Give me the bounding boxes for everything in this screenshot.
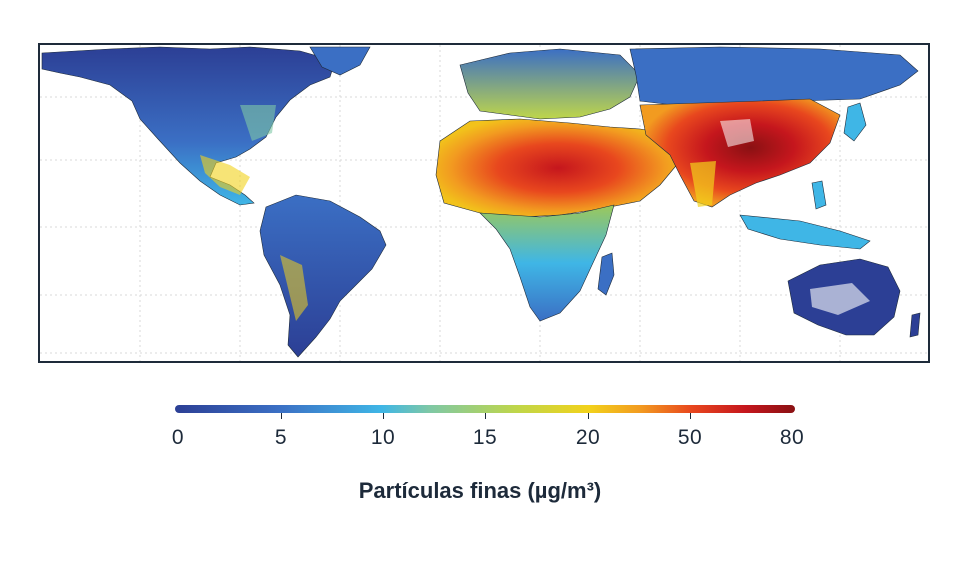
colorbar-tick [588,413,589,419]
colorbar-tick-label: 15 [472,426,498,449]
eastern-us-hotspot [240,105,276,141]
madagascar [597,252,615,296]
colorbar-tick-label: 50 [677,426,703,449]
colorbar-tick-label: 80 [779,426,805,449]
greenland [309,46,371,76]
world-pollution-map [38,43,930,363]
colorbar-tick-label: 10 [370,426,396,449]
south-america [259,194,387,358]
philippines [811,180,827,210]
colorbar-tick-label: 20 [575,426,601,449]
north-america [41,46,336,206]
australia-desert [810,283,870,315]
india-south [690,161,716,207]
andes-hotspot [280,255,308,321]
north-asia [629,46,919,108]
indonesia [739,214,871,250]
southern-africa [479,204,615,322]
new-zealand [909,312,921,338]
colorbar-tick [281,413,282,419]
south-east-asia [639,98,841,208]
colorbar-tick [383,413,384,419]
japan [843,102,867,142]
mexico-hotspot [200,155,250,195]
map-canvas [40,45,928,361]
colorbar-tick-label: 5 [274,426,288,449]
tibet-plateau [720,119,754,147]
legend-title: Partículas finas (µg/m³) [358,478,602,503]
colorbar-tick [690,413,691,419]
colorbar-tick-label: 0 [171,426,185,449]
europe [459,48,641,120]
colorbar-tick [485,413,486,419]
colorbar [175,405,795,413]
north-africa-middle-east [435,118,681,218]
